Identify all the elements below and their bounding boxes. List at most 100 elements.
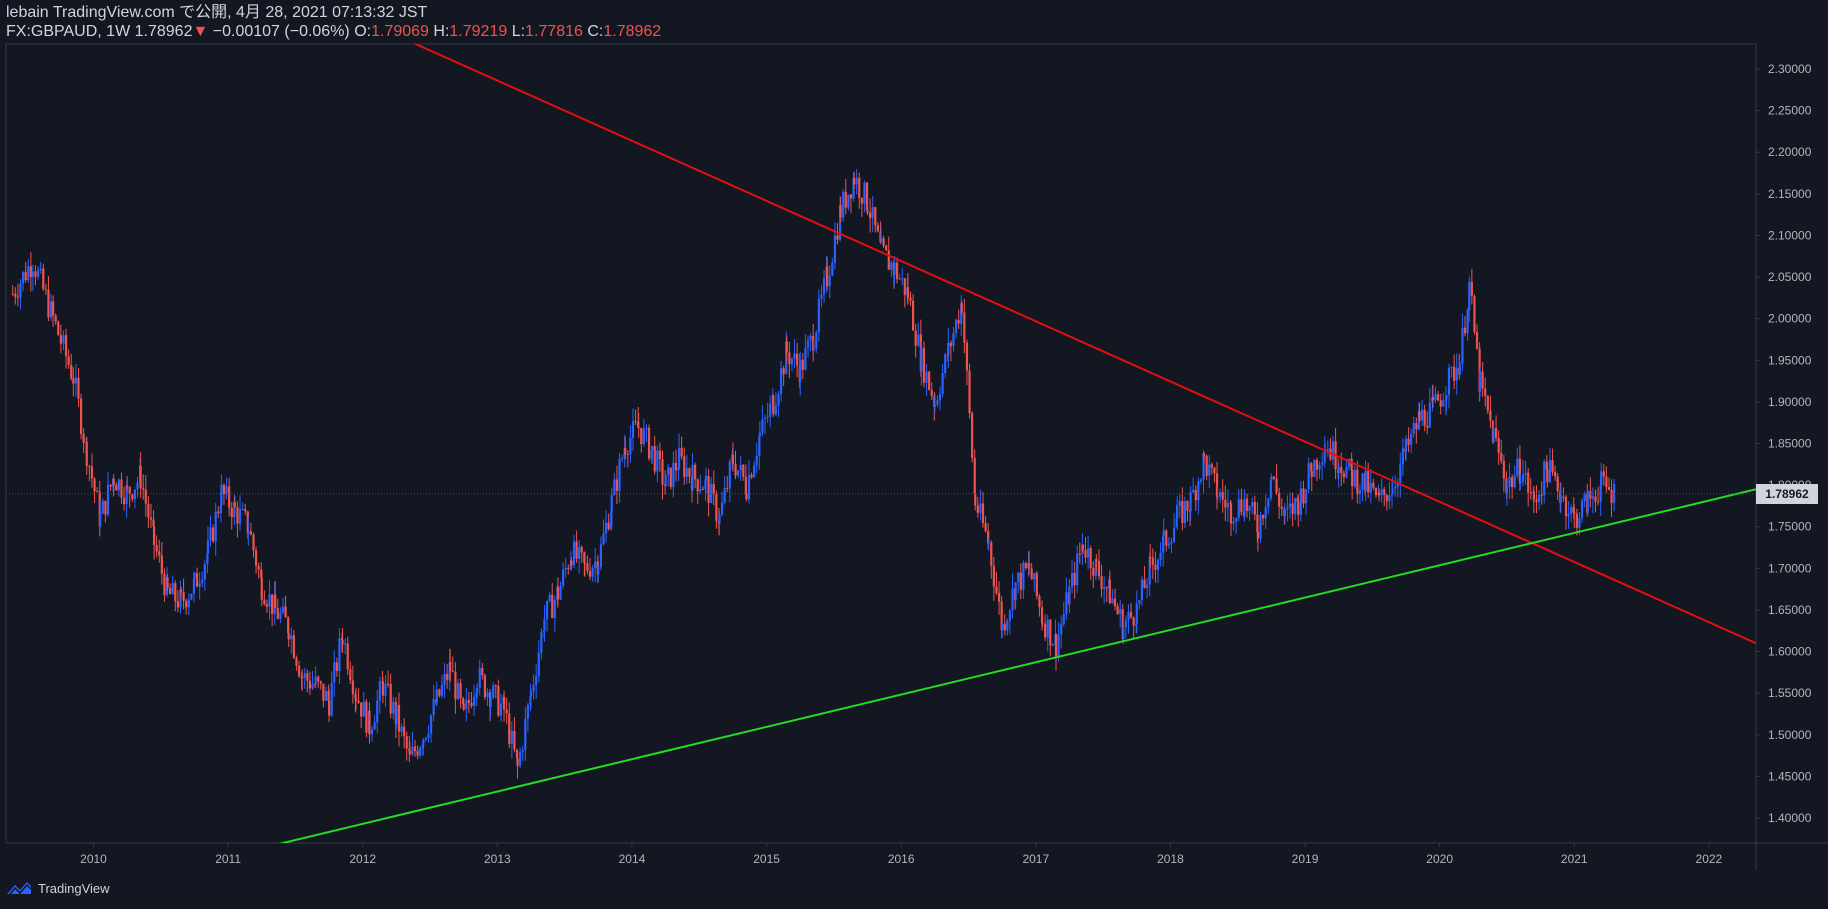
candle-body: [691, 464, 694, 491]
candle-body: [737, 470, 740, 476]
candle-body: [149, 517, 153, 520]
candle-body: [1434, 394, 1437, 401]
candle-body: [912, 300, 915, 331]
candle-body: [1151, 557, 1154, 565]
candle-body: [1388, 495, 1391, 502]
candle-body: [120, 479, 123, 498]
candle-body: [1245, 498, 1249, 511]
resistance-trendline[interactable]: [6, 0, 1756, 645]
candle-body: [338, 638, 341, 671]
candle-body: [1369, 482, 1372, 493]
candle-body: [395, 705, 398, 725]
y-tick-label: 2.30000: [1768, 62, 1812, 76]
candle-body: [57, 321, 60, 336]
candle-body: [597, 567, 600, 575]
candle-body: [446, 673, 449, 681]
candle-body: [489, 697, 492, 708]
candle-body: [863, 182, 866, 204]
candle-body: [704, 479, 707, 490]
candle-body: [852, 177, 856, 185]
candle-body: [249, 531, 252, 535]
candle-body: [1092, 568, 1095, 576]
candle-body: [462, 698, 465, 705]
candle-body: [1481, 371, 1484, 389]
candle-body: [1197, 481, 1200, 501]
candle-body: [1372, 482, 1375, 488]
symbol-label[interactable]: FX:GBPAUD, 1W: [6, 23, 131, 40]
candle-body: [1559, 496, 1562, 503]
candle-body: [1511, 477, 1514, 488]
candle-body: [739, 464, 742, 471]
candle-body: [1537, 494, 1541, 502]
candle-body: [424, 737, 427, 740]
candle-body: [1551, 460, 1554, 472]
candle-body: [300, 676, 303, 678]
candle-body: [1221, 492, 1224, 500]
candle-body: [1154, 564, 1157, 570]
candle-body: [578, 547, 581, 559]
candle-body: [1062, 614, 1065, 625]
candle-body: [650, 450, 653, 459]
candle-body: [524, 718, 527, 750]
candle-body: [1237, 499, 1240, 518]
candle-body: [432, 699, 435, 716]
candle-body: [1194, 490, 1197, 501]
candle-body: [1229, 503, 1233, 524]
candle-body: [1202, 453, 1206, 456]
candle-body: [683, 456, 686, 477]
candle-body: [995, 586, 998, 593]
candle-body: [607, 522, 610, 529]
candle-body: [559, 585, 562, 600]
candle-body: [1105, 587, 1108, 589]
open-label: O:: [354, 23, 372, 40]
candle-body: [311, 684, 314, 689]
candle-body: [64, 335, 68, 357]
candle-body: [115, 484, 118, 491]
candle-body: [1167, 543, 1170, 546]
candle-body: [301, 677, 304, 679]
candle-body: [882, 238, 885, 246]
candle-body: [1564, 496, 1568, 517]
candle-body: [1264, 507, 1267, 519]
y-axis[interactable]: 2.30000 2.25000 2.20000 2.15000 2.10000 2.050…: [1756, 62, 1812, 825]
candle-body: [429, 715, 433, 734]
candle-body: [922, 347, 926, 383]
candle-body: [656, 450, 659, 472]
candle-body: [556, 586, 560, 600]
tradingview-footer[interactable]: TradingView: [6, 880, 110, 896]
candle-body: [155, 545, 158, 552]
candle-body: [252, 534, 255, 551]
candle-body: [1607, 486, 1611, 490]
candle-body: [494, 685, 497, 687]
candle-body: [669, 467, 672, 488]
candle-body: [29, 266, 32, 277]
candle-body: [664, 474, 667, 486]
y-tick-label: 1.95000: [1768, 353, 1812, 367]
candle-body: [365, 701, 368, 733]
candle-body: [131, 494, 134, 500]
candle-body: [1455, 367, 1458, 381]
candle-body: [67, 356, 70, 365]
candle-body: [1562, 496, 1565, 498]
candle-body: [586, 563, 589, 572]
candle-body: [745, 493, 748, 500]
candle-body: [974, 493, 977, 506]
x-axis[interactable]: 2010 2011 2012 2013 2014 2015 2016 2017 2018 2019…: [80, 843, 1723, 866]
candle-body: [812, 348, 815, 351]
candle-body: [236, 506, 239, 524]
support-trendline[interactable]: [248, 488, 1756, 851]
candle-body: [34, 271, 37, 277]
candle-body: [1272, 476, 1276, 479]
candle-body: [774, 405, 777, 415]
candle-body: [1119, 609, 1122, 614]
candle-body: [613, 479, 616, 495]
candle-body: [416, 751, 419, 756]
candle-body: [1116, 606, 1119, 614]
plot-area[interactable]: 2.30000 2.25000 2.20000 2.15000 2.10000 2.050…: [5, 0, 1828, 870]
candle-body: [1358, 489, 1362, 495]
candle-body: [1307, 463, 1310, 490]
candle-body: [876, 225, 879, 232]
candle-body: [1431, 397, 1435, 401]
candle-body: [885, 245, 888, 251]
